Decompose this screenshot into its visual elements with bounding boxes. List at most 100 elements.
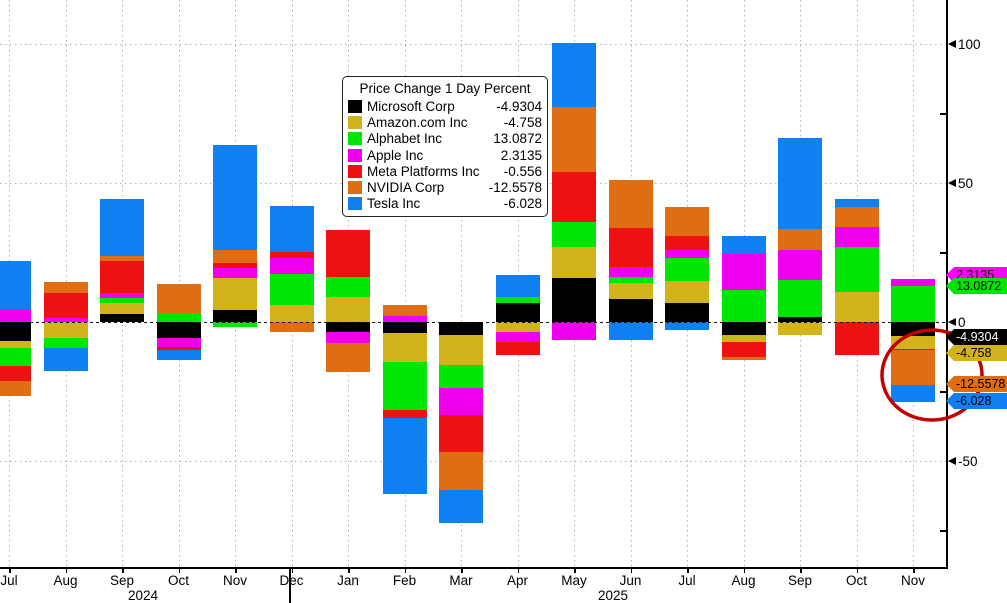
x-axis-tick — [9, 567, 11, 573]
bar-segment-alphabet — [439, 365, 483, 389]
x-axis-month-label: Feb — [392, 573, 417, 588]
bar-segment-apple — [213, 267, 257, 278]
x-axis-tick — [630, 567, 632, 573]
horizontal-gridline — [0, 44, 946, 45]
x-axis-month-label: May — [561, 573, 587, 588]
bar-segment-apple — [439, 388, 483, 416]
bar-segment-alphabet — [100, 297, 144, 303]
x-axis-tick — [687, 567, 689, 573]
x-axis-month-label: Nov — [222, 573, 247, 588]
x-axis-month-label: Jan — [337, 573, 359, 588]
bar-segment-amazon.com — [665, 281, 709, 303]
x-axis-tick — [235, 567, 237, 573]
legend-series-name: Apple Inc — [367, 147, 424, 163]
year-divider — [289, 567, 291, 603]
bar-segment-meta — [0, 366, 31, 382]
bar-segment-apple — [665, 250, 709, 258]
x-axis-tick — [856, 567, 858, 573]
bar-segment-nvidia — [665, 207, 709, 236]
bar-segment-amazon.com — [326, 296, 370, 322]
bar-segment-tesla — [156, 350, 201, 361]
x-axis-tick — [122, 567, 124, 573]
bar-segment-alphabet — [552, 221, 596, 247]
vertical-gridline — [404, 0, 406, 567]
bar-segment-tesla — [552, 42, 596, 108]
value-badge: -12.5578 — [946, 376, 1007, 392]
bar-segment-meta — [156, 347, 201, 351]
x-axis-month-label: Oct — [845, 573, 867, 588]
bar-segment-amazon.com — [0, 341, 31, 349]
legend: Price Change 1 Day Percent Microsoft Cor… — [342, 76, 548, 218]
y-axis-minor-tick — [940, 112, 946, 115]
bar-segment-amazon.com — [891, 335, 935, 349]
x-axis-month-label: Jun — [619, 573, 642, 588]
bar-segment-nvidia — [382, 305, 427, 317]
x-axis-month-label: Mar — [449, 573, 473, 588]
x-axis-tick — [743, 567, 745, 573]
bar-segment-amazon.com — [834, 292, 879, 322]
bar-segment-nvidia — [269, 322, 314, 332]
bar-segment-meta — [552, 172, 596, 222]
bar-segment-microsoft — [382, 322, 427, 334]
bar-segment-alphabet — [721, 290, 766, 322]
bar-segment-alphabet — [0, 348, 31, 367]
bar-segment-amazon.com — [269, 305, 314, 322]
x-axis-month-label: Jul — [0, 573, 18, 588]
bar-segment-nvidia — [608, 179, 653, 229]
legend-row: Alphabet Inc 13.0872 — [348, 131, 542, 147]
bar-segment-tesla — [0, 260, 31, 309]
bar-segment-nvidia — [439, 452, 483, 491]
y-axis-minor-tick — [940, 251, 946, 254]
bar-segment-microsoft — [100, 313, 144, 322]
bar-segment-tesla — [721, 236, 766, 255]
bar-segment-apple — [156, 338, 201, 347]
bar-segment-nvidia — [778, 228, 822, 250]
x-axis-tick — [291, 567, 293, 573]
bar-segment-meta — [326, 229, 370, 277]
value-badge: 13.0872 — [946, 278, 1007, 294]
bar-segment-microsoft — [721, 322, 766, 336]
legend-row: Meta Platforms Inc -0.556 — [348, 163, 542, 179]
bar-segment-microsoft — [778, 316, 822, 322]
legend-swatch — [348, 115, 362, 129]
legend-series-value: -12.5578 — [488, 180, 542, 196]
bar-segment-amazon.com — [213, 277, 257, 311]
bar-segment-tesla — [43, 348, 88, 372]
bar-segment-meta — [43, 293, 88, 319]
bar-segment-amazon.com — [552, 246, 596, 278]
y-axis-minor-tick — [940, 529, 946, 532]
bar-segment-nvidia — [100, 255, 144, 261]
bar-segment-meta — [665, 235, 709, 251]
zero-line — [0, 321, 946, 323]
y-axis-tick-arrow — [948, 457, 956, 465]
legend-series-value: -6.028 — [503, 196, 542, 212]
legend-swatch — [348, 132, 362, 146]
legend-swatch — [348, 197, 362, 211]
bar-segment-amazon.com — [778, 322, 822, 336]
bar-segment-tesla — [382, 418, 427, 494]
legend-series-value: 2.3135 — [500, 147, 542, 163]
bar-segment-nvidia — [156, 283, 201, 314]
vertical-gridline — [461, 0, 462, 567]
bar-segment-amazon.com — [495, 322, 540, 332]
y-axis-tick-label: 0 — [958, 314, 966, 330]
bar-segment-microsoft — [495, 303, 540, 322]
bar-segment-tesla — [834, 199, 879, 208]
bar-segment-nvidia — [834, 207, 879, 228]
bar-segment-apple — [0, 308, 31, 322]
x-axis-tick — [178, 567, 180, 573]
legend-swatch — [348, 148, 362, 162]
bar-segment-meta — [100, 260, 144, 293]
bar-segment-tesla — [439, 490, 483, 523]
bar-segment-alphabet — [43, 338, 88, 349]
y-axis-tick-arrow — [948, 318, 956, 326]
bar-segment-microsoft — [439, 322, 483, 336]
legend-series-value: -4.9304 — [496, 98, 542, 114]
bar-segment-alphabet — [326, 276, 370, 297]
bar-segment-alphabet — [608, 277, 653, 284]
x-axis-month-label: Nov — [900, 573, 925, 588]
bar-segment-alphabet — [213, 322, 257, 328]
bar-segment-apple — [834, 227, 879, 248]
x-axis-month-label: Aug — [731, 573, 756, 588]
